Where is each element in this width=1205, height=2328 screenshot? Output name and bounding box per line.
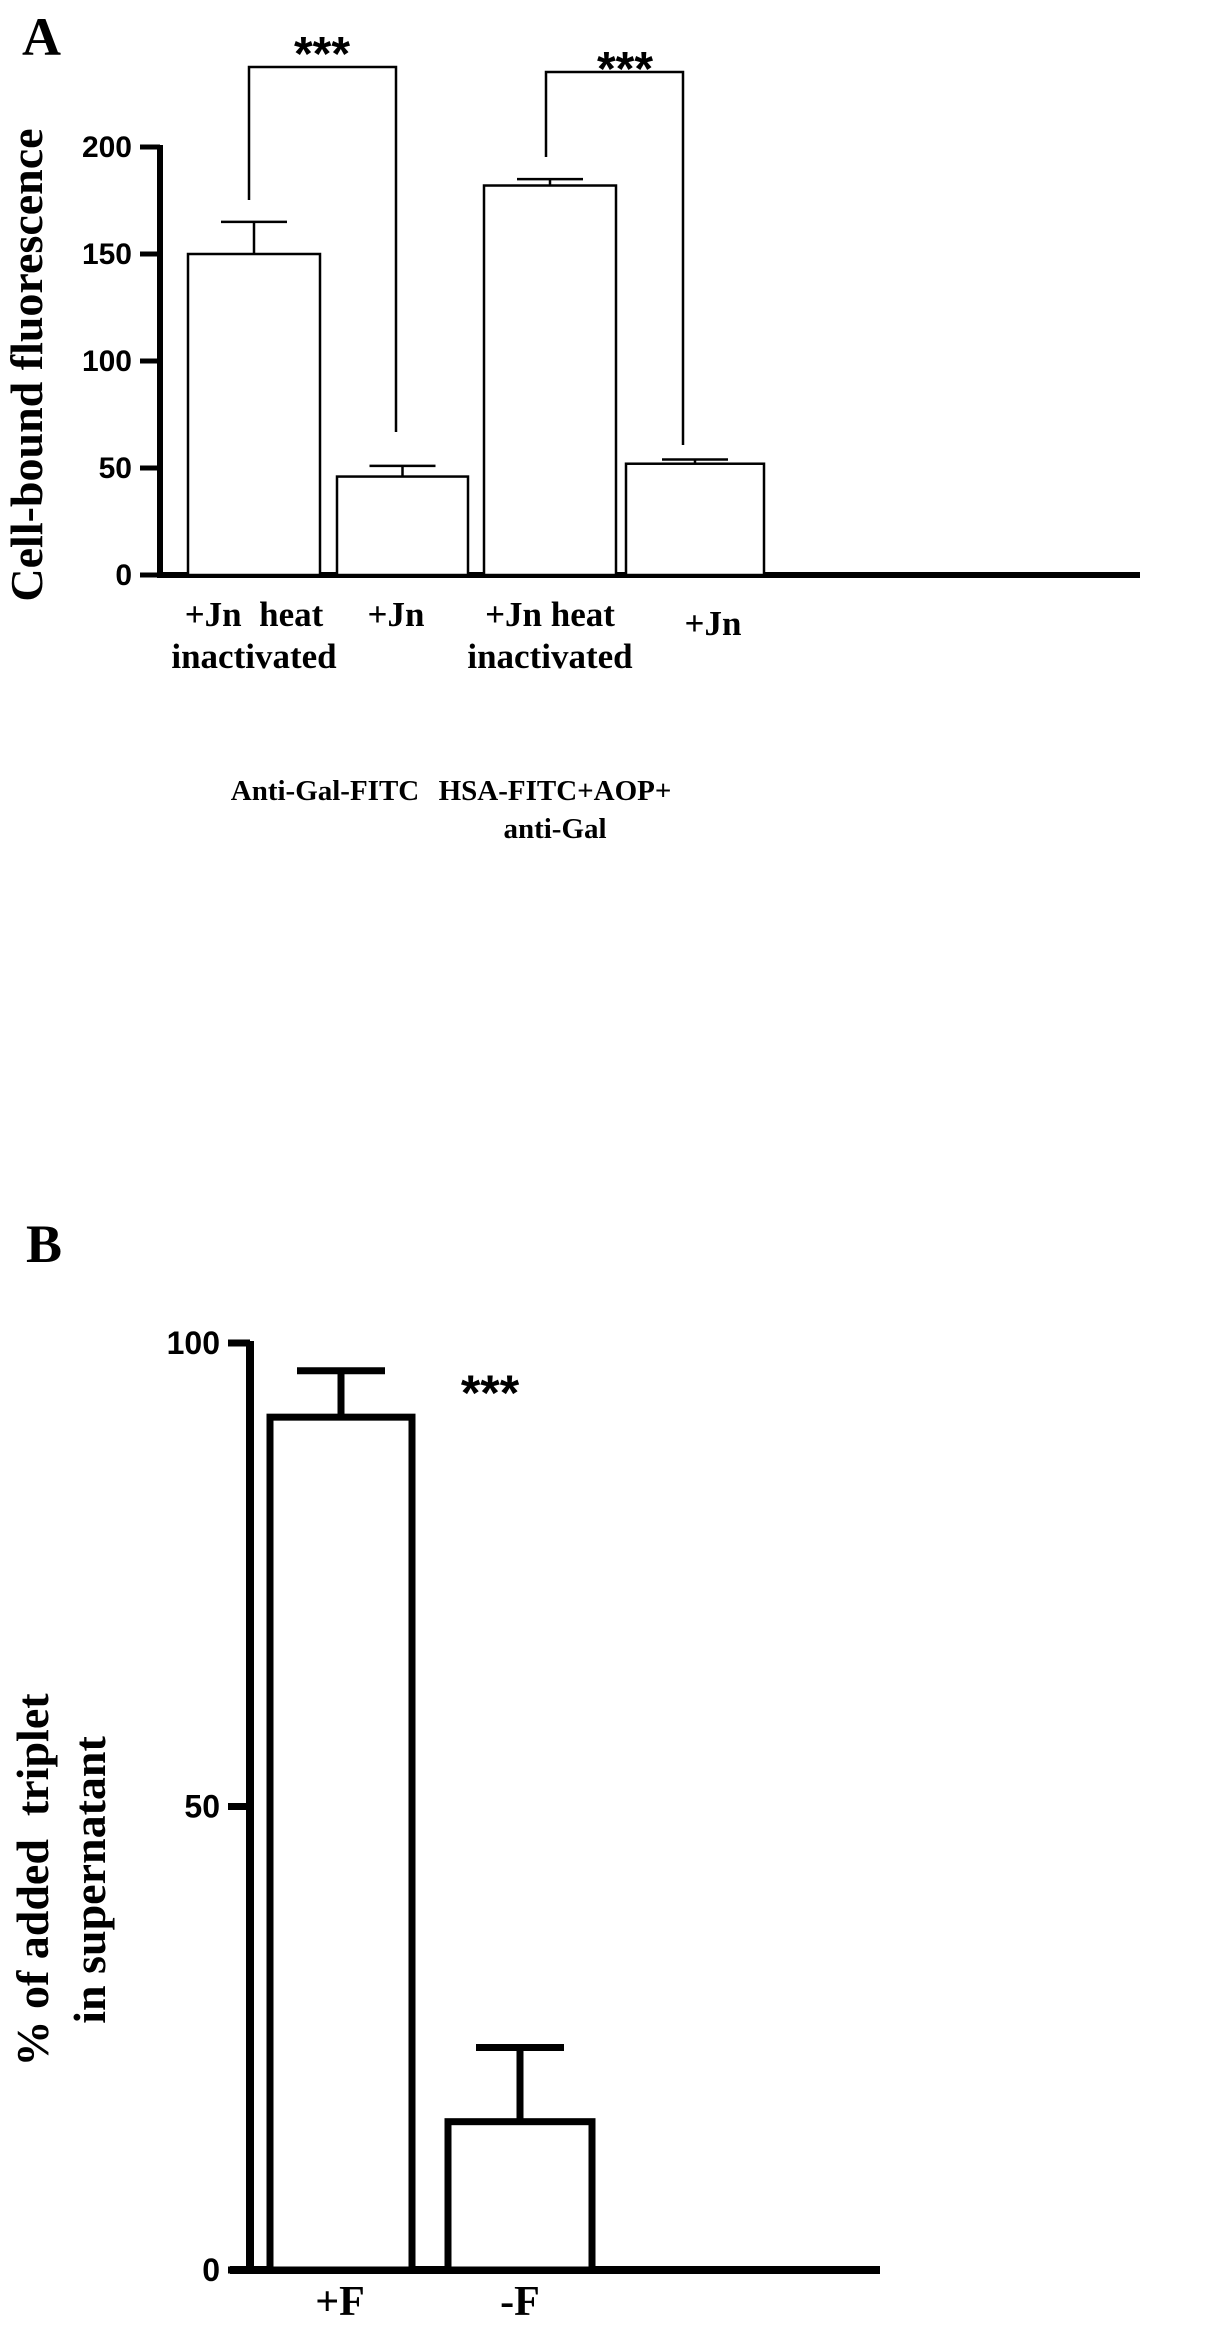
panel-a-bar — [624, 462, 766, 577]
panel-a-category-label: inactivated — [171, 637, 337, 676]
panel-a-bar — [335, 475, 470, 577]
panel-a-category-label: +Jn — [685, 604, 742, 643]
panel-b-y-tick-label: 0 — [202, 2252, 220, 2288]
panel-a-y-tick-label: 0 — [115, 559, 132, 592]
panel-a-category-label: +Jn heat — [485, 595, 615, 634]
panel-a: A Cell-bound fluorescence 0 50 100 150 200 +J… — [1, 7, 1140, 845]
panel-b-y-axis-label: in supernatant — [64, 1736, 115, 2024]
panel-a-category-label: +Jn heat — [185, 595, 324, 634]
panel-a-significance-label: *** — [597, 43, 653, 96]
panel-b-label: B — [26, 1214, 62, 1274]
panel-a-bar — [482, 184, 618, 577]
panel-b-category-label: -F — [500, 2279, 540, 2325]
panel-a-y-tick-label: 200 — [82, 131, 132, 164]
panel-a-bar — [186, 252, 322, 577]
panel-a-y-tick-label: 100 — [82, 345, 132, 378]
panel-b: B % of added triplet in supernatant 0 50 100… — [7, 1214, 880, 2325]
panel-a-group-label: Anti-Gal-FITC — [231, 775, 420, 807]
panel-b-category-label: +F — [315, 2279, 365, 2325]
panel-a-y-tick-label: 150 — [82, 238, 132, 271]
panel-a-significance-bracket — [544, 70, 685, 445]
panel-b-y-tick-label: 100 — [167, 1325, 220, 1361]
panel-b-bar — [444, 2118, 596, 2274]
panel-a-group-label: HSA-FITC+AOP+ — [439, 775, 672, 807]
panel-b-y-axis-label: % of added triplet — [7, 1693, 58, 2067]
panel-a-group-label: anti-Gal — [503, 813, 606, 845]
panel-b-plot-area: % of added triplet in supernatant 0 50 100 +F… — [7, 1325, 880, 2325]
panel-b-bar — [266, 1413, 416, 2274]
panel-a-category-label: inactivated — [467, 637, 633, 676]
panel-a-y-axis-label: Cell-bound fluorescence — [1, 128, 52, 601]
panel-a-significance-label: *** — [294, 28, 350, 81]
panel-a-label: A — [22, 7, 61, 67]
panel-b-significance-label: *** — [461, 1365, 520, 1421]
panel-a-y-tick-label: 50 — [99, 452, 132, 485]
panel-a-category-label: +Jn — [368, 595, 425, 634]
panel-a-significance-bracket — [247, 65, 398, 432]
panel-b-y-tick-label: 50 — [184, 1789, 220, 1825]
